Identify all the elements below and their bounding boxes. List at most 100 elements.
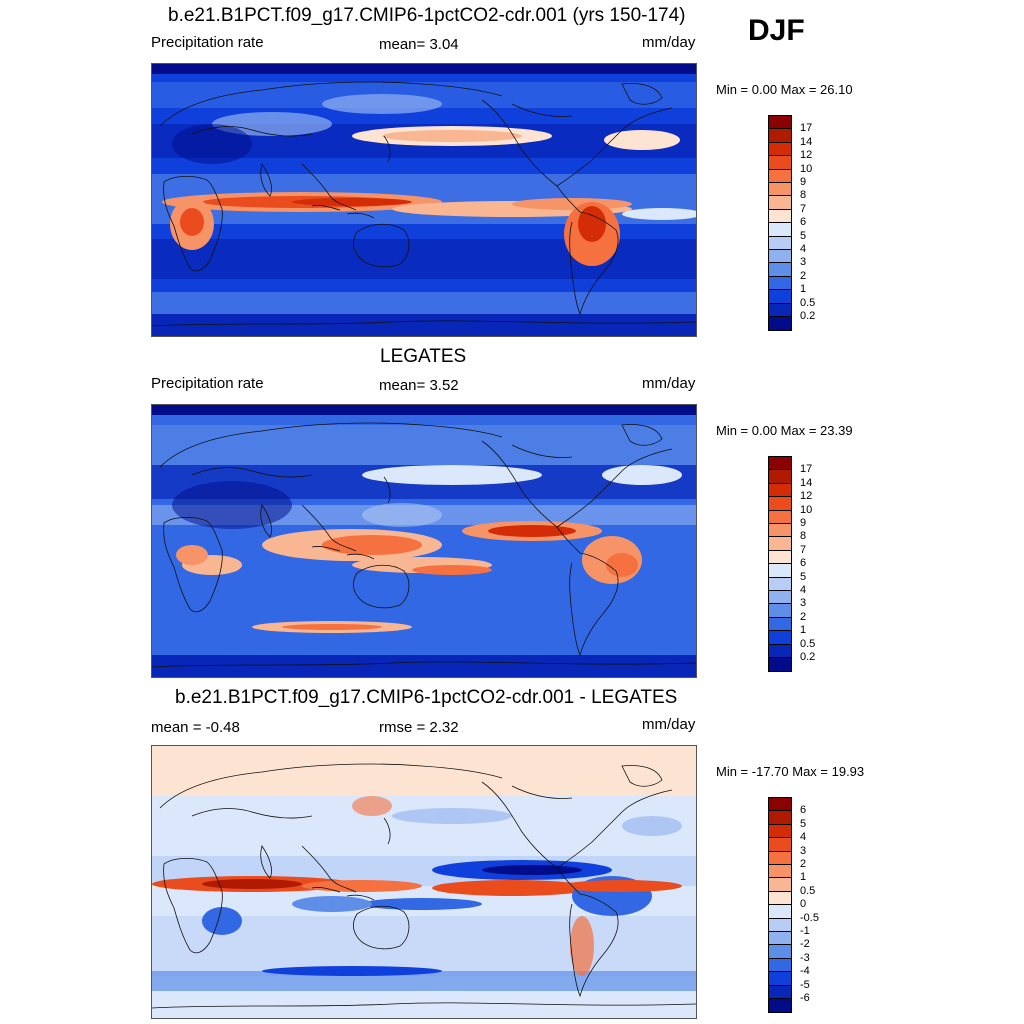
colorbar-tick-label: 17 — [800, 463, 813, 476]
colorbar-box — [769, 658, 791, 672]
colorbar-tick-label: 12 — [800, 149, 813, 162]
colorbar-tick-label: 2 — [800, 858, 807, 870]
colorbar-tick-label: 6 — [800, 557, 807, 570]
colorbar-tick-label: 0.2 — [800, 310, 816, 322]
colorbar-tick-label: 1 — [800, 624, 807, 637]
colorbar-box — [769, 891, 791, 906]
colorbar-box — [769, 972, 791, 986]
colorbar-box — [769, 457, 791, 471]
colorbar-tick-label: 0 — [800, 898, 807, 911]
colorbar-tick-label: 14 — [800, 476, 813, 489]
colorbar-tick-label: 12 — [800, 490, 813, 503]
colorbar-box — [769, 958, 791, 973]
panel-1-variable-label: Precipitation rate — [151, 34, 264, 51]
panel-2-map — [151, 404, 697, 678]
colorbar-box — [769, 537, 791, 551]
colorbar-box — [769, 317, 791, 331]
colorbar-box — [769, 918, 791, 932]
colorbar-box — [769, 838, 791, 852]
colorbar-box — [769, 564, 791, 578]
colorbar-box — [769, 945, 791, 959]
colorbar-tick-label: -3 — [800, 951, 810, 964]
panel-1-mean-label: mean= 3.04 — [379, 36, 459, 53]
colorbar-tick-label: -4 — [800, 965, 810, 978]
colorbar-box — [769, 811, 791, 825]
colorbar-tick-label: 3 — [800, 844, 807, 857]
colorbar-box — [769, 196, 791, 210]
colorbar-tick-label: 8 — [800, 189, 807, 202]
colorbar-box — [769, 497, 791, 511]
colorbar-box — [769, 550, 791, 565]
colorbar-box — [769, 223, 791, 237]
panel-3-mean-label: mean = -0.48 — [151, 719, 240, 736]
colorbar-box — [769, 169, 791, 183]
panel-2-title: LEGATES — [380, 346, 467, 367]
colorbar-tick-label: 2 — [800, 269, 807, 282]
colorbar-tick-label: 8 — [800, 530, 807, 543]
colorbar-tick-label: 6 — [800, 804, 807, 817]
colorbar-tick-label: 1 — [800, 871, 807, 884]
panel-1-map-field — [152, 64, 696, 336]
colorbar-tick-label: 0.5 — [800, 296, 816, 309]
colorbar-box — [769, 470, 791, 484]
colorbar-box — [769, 577, 791, 591]
panel-3-rmse-label: rmse = 2.32 — [379, 719, 459, 736]
colorbar-box — [769, 631, 791, 645]
colorbar-tick-label: 4 — [800, 243, 807, 255]
colorbar-box — [769, 129, 791, 143]
panel-3-title: b.e21.B1PCT.f09_g17.CMIP6-1pctCO2-cdr.00… — [175, 687, 678, 708]
panel-2-mean-label: mean= 3.52 — [379, 377, 459, 394]
colorbar-box — [769, 644, 791, 658]
colorbar-box — [769, 116, 791, 130]
colorbar-tick-label: 9 — [800, 176, 807, 188]
coastline — [152, 763, 696, 1009]
colorbar-box — [769, 591, 791, 605]
colorbar-box — [769, 290, 791, 304]
panel-1-colorbar — [768, 115, 792, 332]
colorbar-box — [769, 303, 791, 317]
colorbar-tick-label: 6 — [800, 216, 807, 229]
colorbar-box — [769, 156, 791, 170]
colorbar-tick-label: 10 — [800, 503, 813, 516]
colorbar-box — [769, 999, 791, 1013]
colorbar-box — [769, 209, 791, 224]
colorbar-tick-label: 10 — [800, 162, 813, 175]
colorbar-tick-label: -0.5 — [800, 911, 819, 924]
colorbar-tick-label: 17 — [800, 122, 813, 135]
colorbar-box — [769, 604, 791, 618]
panel-3-map — [151, 745, 697, 1019]
colorbar-tick-label: 14 — [800, 135, 813, 148]
colorbar-tick-label: 5 — [800, 817, 807, 830]
panel-3-colorbar — [768, 797, 792, 1014]
colorbar-tick-label: 2 — [800, 610, 807, 623]
panel-2-variable-label: Precipitation rate — [151, 375, 264, 392]
panel-3-minmax: Min = -17.70 Max = 19.93 — [716, 764, 865, 779]
colorbar-tick-label: 3 — [800, 597, 807, 610]
colorbar-tick-label: 3 — [800, 256, 807, 269]
panel-2-map-field — [152, 405, 696, 677]
colorbar-box — [769, 985, 791, 999]
colorbar-tick-label: 7 — [800, 543, 807, 556]
colorbar-box — [769, 824, 791, 839]
colorbar-box — [769, 932, 791, 946]
colorbar-tick-label: 4 — [800, 584, 807, 596]
colorbar-tick-label: 0.5 — [800, 637, 816, 650]
colorbar-box — [769, 236, 791, 250]
colorbar-box — [769, 263, 791, 277]
colorbar-tick-label: 4 — [800, 831, 807, 844]
panel-3-map-field — [152, 746, 696, 1018]
colorbar-box — [769, 142, 791, 157]
colorbar-box — [769, 250, 791, 264]
colorbar-box — [769, 905, 791, 919]
panel-2-minmax: Min = 0.00 Max = 23.39 — [716, 423, 853, 438]
colorbar-box — [769, 276, 791, 291]
colorbar-tick-label: 0.2 — [800, 651, 816, 663]
panel-1-units-label: mm/day — [642, 34, 696, 51]
colorbar-box — [769, 483, 791, 498]
colorbar-tick-label: 1 — [800, 283, 807, 296]
colorbar-tick-label: -1 — [800, 925, 810, 937]
colorbar-tick-label: 9 — [800, 517, 807, 529]
colorbar-box — [769, 798, 791, 812]
panel-3-units-label: mm/day — [642, 716, 696, 733]
colorbar-box — [769, 183, 791, 197]
